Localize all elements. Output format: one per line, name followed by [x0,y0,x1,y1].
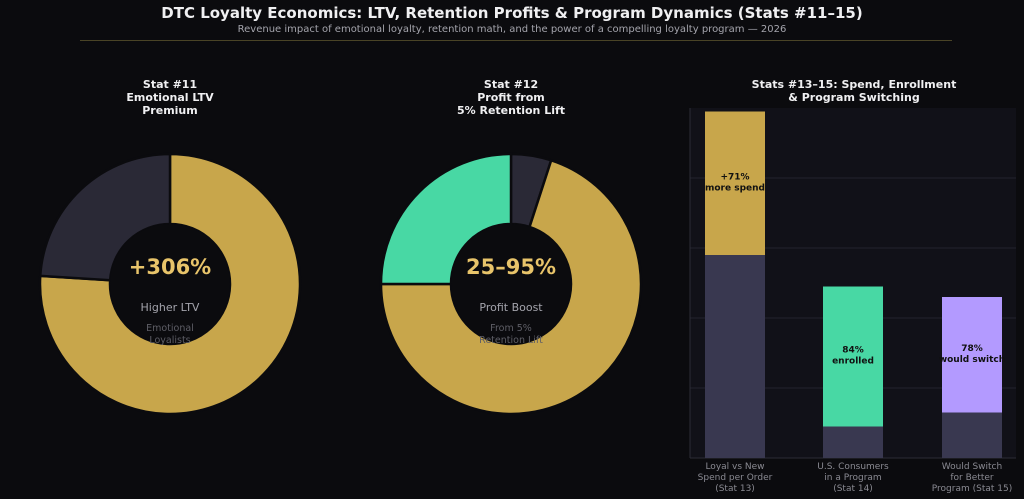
x-tick-3-line-3: Program (Stat 15) [932,484,1012,494]
donut-1-title-line-3: Premium [142,104,198,117]
bar-1-label-1: +71% [720,172,749,182]
donut-1-hole [110,224,230,344]
donut-1-center-label: Higher LTV [141,301,200,314]
bar-1-top [705,111,765,255]
donut-2-title: Stat #12 Profit from 5% Retention Lift [411,78,611,117]
donut-1-center-sub-2: Loyalists [149,335,190,346]
donut-2-slice-2 [379,158,643,416]
x-tick-3-line-2: for Better [950,473,994,483]
bar-3-top [942,297,1002,413]
donut-2-hole [451,224,571,344]
x-tick-3-line-1: Would Switch [942,462,1002,472]
title-divider [80,40,952,41]
bar-1-base [705,255,765,458]
bar-2-label-2: enrolled [832,357,874,367]
donut-1-center-value: +306% [129,255,211,279]
donut-2-center-sub-1: From 5% [490,323,532,334]
x-tick-1-line-3: (Stat 13) [715,484,755,494]
x-tick-2-line-1: U.S. Consumers [817,462,889,472]
x-tick-1-line-2: Spend per Order [698,473,773,483]
bar-3-base [942,412,1002,458]
donut-2-title-line-1: Stat #12 [483,78,539,91]
bar-chart-title-line-2: & Program Switching [788,91,920,104]
donut-1-title-line-2: Emotional LTV [126,91,214,104]
bar-2-base [823,426,883,458]
donut-1-title: Stat #11 Emotional LTV Premium [70,78,270,117]
donut-1-slice-2 [38,152,172,282]
bar-2-top [823,286,883,427]
donut-2-center-label: Profit Boost [479,301,543,314]
bar-chart-title-line-1: Stats #13–15: Spend, Enrollment [751,78,957,91]
donut-2-center-value: 25–95% [466,255,556,279]
bar-1-label-2: more spend [705,183,765,193]
donut-1-center-sub-1: Emotional [146,323,194,334]
bar-chart-title: Stats #13–15: Spend, Enrollment & Progra… [704,78,1004,104]
donut-2-center-sub-2: Retention Lift [479,335,543,346]
donut-chart-retention: 25–95% Profit Boost From 5% Retention Li… [379,152,643,416]
donut-chart-ltv: +306% Higher LTV Emotional Loyalists [38,152,302,416]
donut-2-title-line-2: Profit from [477,91,545,104]
donut-1-title-line-1: Stat #11 [142,78,198,91]
bar-3-label-1: 78% [961,344,983,354]
donut-2-title-line-3: 5% Retention Lift [456,104,566,117]
page-subtitle: Revenue impact of emotional loyalty, ret… [237,24,787,35]
x-tick-2-line-2: in a Program [824,473,881,483]
bar-3-label-2: would switch [939,355,1005,365]
page-title: DTC Loyalty Economics: LTV, Retention Pr… [161,4,863,22]
stacked-bar-chart: +71%more spend 84%enrolled 78%would switch… [689,108,1016,494]
x-tick-2-line-3: (Stat 14) [833,484,873,494]
bar-2-label-1: 84% [842,346,864,356]
x-tick-1-line-1: Loyal vs New [705,462,764,472]
